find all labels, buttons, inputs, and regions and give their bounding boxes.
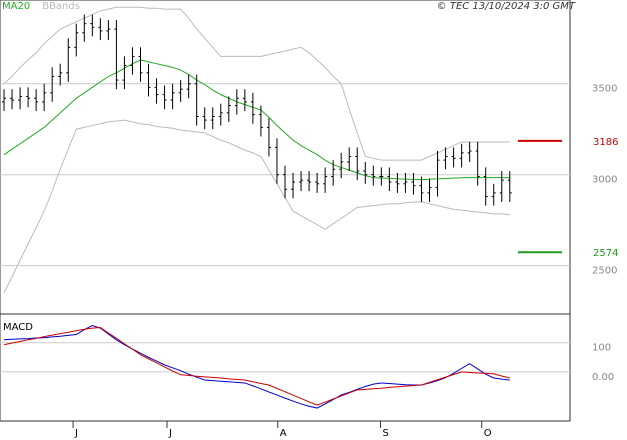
band-upper xyxy=(3,6,510,161)
band-lower xyxy=(3,119,510,294)
level-label: 3186 xyxy=(593,137,618,148)
price-panel xyxy=(0,0,571,315)
x-tick-label: J xyxy=(74,428,78,439)
x-tick-label: J xyxy=(168,428,172,439)
y-tick-label: 2500 xyxy=(592,266,617,277)
credit: © TEC 13/10/2024 3:0 GMT xyxy=(437,1,576,12)
level-label: 2574 xyxy=(593,248,618,259)
macd-panel xyxy=(0,313,571,422)
macd-line xyxy=(3,324,510,409)
y-tick-label: 100 xyxy=(592,343,611,354)
y-tick-label: 0.00 xyxy=(592,372,614,383)
x-tick-label: O xyxy=(484,428,492,439)
legend-entry: MA20 xyxy=(2,1,30,12)
x-tick-label: A xyxy=(280,428,287,439)
macd-title: MACD xyxy=(3,322,33,333)
y-tick-label: 3000 xyxy=(592,175,617,186)
legend-entry: BBands xyxy=(42,1,80,12)
y-tick-label: 3500 xyxy=(592,84,617,95)
x-tick-label: S xyxy=(383,428,389,439)
macd-line xyxy=(3,327,510,406)
ma-line xyxy=(3,59,510,181)
